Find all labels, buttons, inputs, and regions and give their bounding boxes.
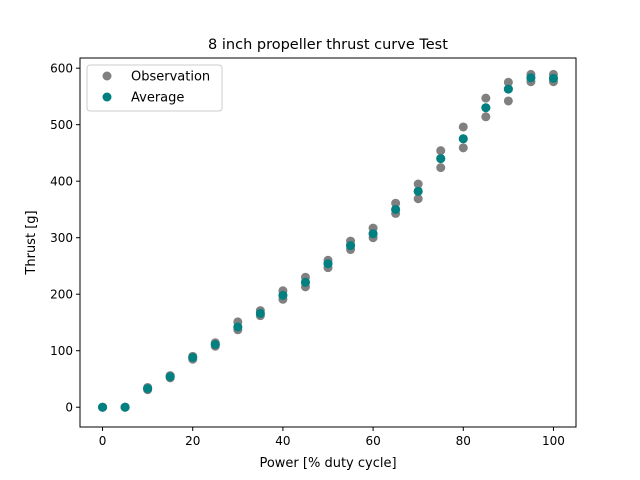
data-point-average — [413, 186, 423, 196]
data-point-average — [391, 204, 401, 214]
data-point-observation — [503, 96, 513, 106]
data-point-average — [143, 384, 153, 394]
data-point-average — [368, 229, 378, 239]
data-point-observation — [481, 93, 491, 103]
data-point-observation — [436, 146, 446, 156]
data-point-observation — [436, 163, 446, 173]
data-point-observation — [481, 112, 491, 122]
data-point-observation — [413, 194, 423, 204]
chart-title: 8 inch propeller thrust curve Test — [208, 37, 448, 53]
data-point-average — [436, 154, 446, 164]
data-point-average — [210, 340, 220, 349]
x-tick-label: 60 — [365, 434, 380, 448]
legend-marker-observation — [102, 71, 112, 81]
y-tick-label: 300 — [50, 231, 73, 245]
y-tick-label: 200 — [50, 288, 73, 302]
data-point-average — [98, 402, 108, 412]
data-point-average — [165, 372, 175, 382]
y-tick-label: 400 — [50, 175, 73, 189]
data-point-average — [188, 352, 198, 362]
data-point-average — [481, 103, 491, 113]
y-axis-label: Thrust [g] — [24, 210, 39, 275]
data-point-average — [346, 241, 356, 251]
data-point-average — [120, 402, 130, 412]
data-point-observation — [391, 198, 401, 208]
x-tick-label: 0 — [99, 434, 107, 448]
legend-label-observation: Observation — [131, 70, 210, 85]
x-tick-label: 20 — [185, 434, 200, 448]
data-point-average — [503, 84, 513, 94]
data-point-average — [458, 134, 468, 144]
data-point-average — [233, 322, 243, 332]
legend: Observation Average — [86, 64, 223, 112]
data-point-observation — [458, 122, 468, 132]
data-point-average — [548, 73, 558, 83]
points-layer — [98, 69, 558, 412]
data-point-average — [278, 290, 288, 300]
y-axis: 0 100 200 300 400 500 600 — [50, 62, 80, 415]
y-tick-label: 600 — [50, 62, 73, 76]
data-point-observation — [458, 143, 468, 153]
legend-box — [86, 64, 223, 112]
x-axis: 0 20 40 60 80 100 — [99, 427, 565, 448]
x-tick-label: 100 — [542, 434, 565, 448]
data-point-average — [255, 308, 265, 318]
y-tick-label: 0 — [65, 401, 73, 415]
data-point-average — [526, 73, 536, 83]
x-tick-label: 40 — [275, 434, 290, 448]
legend-marker-average — [102, 92, 112, 102]
y-tick-label: 500 — [50, 118, 73, 132]
x-tick-label: 80 — [456, 434, 471, 448]
data-point-average — [323, 259, 333, 269]
plot-frame — [79, 57, 577, 428]
data-point-observation — [413, 179, 423, 189]
data-point-observation — [503, 77, 513, 87]
data-point-average — [300, 277, 310, 287]
y-tick-label: 100 — [50, 344, 73, 358]
x-axis-label: Power [% duty cycle] — [259, 456, 396, 471]
legend-label-average: Average — [131, 91, 184, 106]
